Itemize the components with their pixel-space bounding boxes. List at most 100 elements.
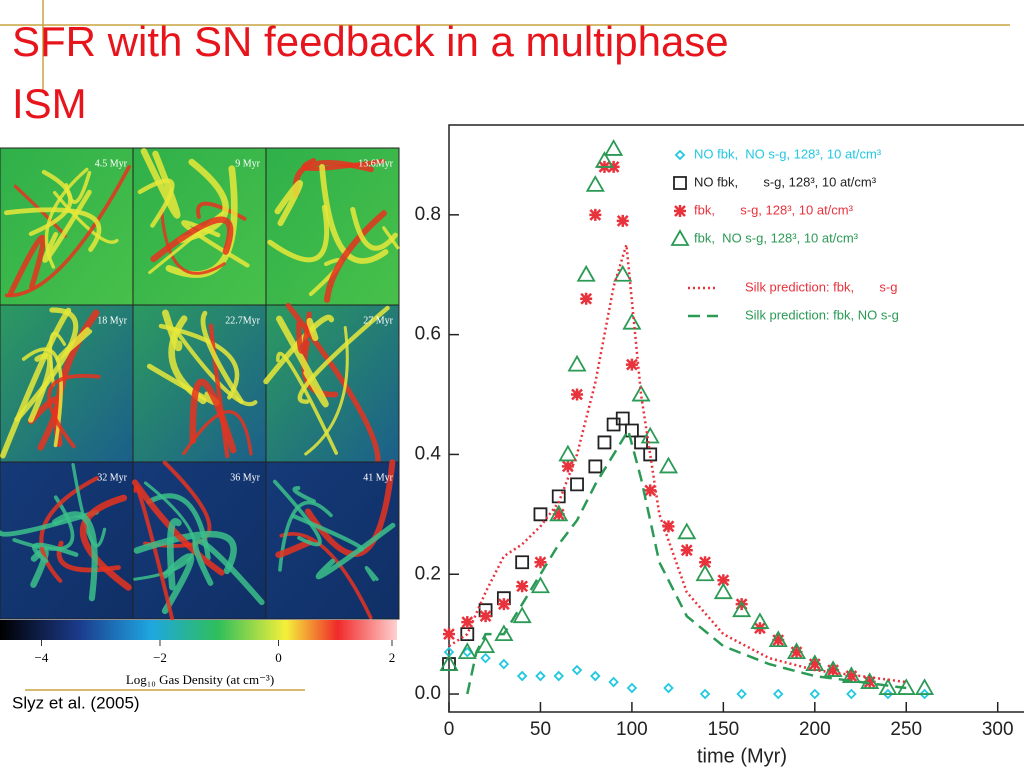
- filament: [161, 309, 183, 352]
- filament: [200, 310, 244, 404]
- y-tick-label: 0.0: [415, 683, 441, 704]
- legend-label: Silk prediction: fbk, s-g: [745, 279, 897, 294]
- data-point: [713, 582, 733, 600]
- panel-label: 13.6Myr: [358, 158, 393, 169]
- data-point: [658, 456, 679, 474]
- y-tick-label: 0.8: [415, 204, 441, 225]
- filament: [79, 494, 132, 591]
- data-point: [860, 672, 880, 689]
- x-tick-label: 0: [444, 719, 455, 740]
- data-point: [616, 214, 629, 227]
- data-point: [478, 603, 493, 618]
- filament: [32, 542, 79, 564]
- data-point: [443, 628, 455, 641]
- data-point: [606, 417, 621, 432]
- colorbar-label: Log₁₀ Gas Density (at cm⁻³): [126, 672, 274, 687]
- filament: [267, 204, 330, 263]
- legend-swatch: [674, 205, 686, 217]
- data-point: [699, 688, 711, 700]
- data-point: [677, 522, 697, 540]
- filament: [279, 532, 373, 620]
- data-point: [919, 688, 930, 700]
- filament: [292, 486, 316, 504]
- data-point: [551, 489, 566, 504]
- data-point: [561, 460, 574, 473]
- filament: [350, 206, 398, 251]
- filament: [296, 311, 312, 354]
- panel-label: 32 Myr: [97, 472, 127, 483]
- data-point: [496, 591, 511, 606]
- data-point: [479, 610, 492, 623]
- y-tick-label: 0.2: [415, 563, 441, 584]
- density-panel: [0, 461, 134, 620]
- data-point: [476, 636, 496, 654]
- legend-label: NO fbk, s-g, 128³, 10 at/cm³: [694, 174, 877, 189]
- data-point: [558, 444, 578, 462]
- data-point: [786, 642, 807, 660]
- prediction-line: [466, 427, 907, 695]
- colorbar-tick-label: −2: [153, 650, 167, 665]
- data-point: [460, 627, 475, 642]
- panel-label: 41 Myr: [363, 472, 393, 483]
- x-tick-label: 100: [616, 719, 648, 740]
- panel-label: 18 Myr: [97, 315, 127, 326]
- filament: [28, 169, 73, 237]
- data-point: [695, 564, 715, 582]
- data-point: [608, 676, 619, 688]
- filament: [133, 530, 237, 575]
- data-point: [589, 208, 602, 221]
- filament: [7, 234, 46, 297]
- data-point: [515, 555, 530, 570]
- data-point: [613, 264, 633, 282]
- filament: [275, 538, 313, 559]
- legend-label: NO fbk, NO s-g, 128³, 10 at/cm³: [694, 146, 882, 161]
- filament: [364, 565, 379, 582]
- data-point: [827, 664, 840, 677]
- filament: [47, 373, 101, 449]
- data-point: [768, 630, 788, 648]
- x-tick-label: 250: [890, 719, 922, 740]
- data-point: [790, 646, 803, 659]
- data-point: [845, 670, 858, 683]
- data-point: [644, 484, 657, 497]
- legend-label: Silk prediction: fbk, NO s-g: [745, 307, 899, 322]
- data-point: [571, 664, 583, 676]
- data-point: [604, 139, 624, 156]
- data-point: [576, 264, 596, 282]
- filament: [166, 518, 182, 591]
- data-point: [750, 612, 770, 630]
- filament: [301, 158, 386, 172]
- filament: [12, 495, 75, 551]
- filament: [208, 323, 230, 459]
- filament: [4, 165, 131, 298]
- panel-label: 36 Myr: [230, 472, 260, 483]
- filament: [21, 347, 63, 448]
- filament: [28, 353, 53, 423]
- data-point: [809, 688, 821, 700]
- filament: [150, 216, 234, 263]
- filament: [304, 459, 396, 558]
- filament: [275, 315, 329, 408]
- filament: [306, 317, 319, 342]
- filament: [51, 511, 98, 602]
- data-point: [480, 652, 491, 664]
- x-axis-label: time (Myr): [697, 745, 787, 767]
- data-point: [533, 507, 548, 522]
- prediction-line: [448, 244, 907, 684]
- data-point: [553, 670, 565, 682]
- filament: [173, 327, 258, 407]
- filament: [276, 351, 339, 455]
- data-point: [457, 642, 477, 660]
- panel-label: 9 Myr: [235, 158, 260, 169]
- data-point: [626, 682, 638, 694]
- data-point: [530, 576, 551, 594]
- filament: [274, 179, 303, 227]
- data-point: [643, 447, 658, 462]
- data-point: [663, 682, 674, 694]
- filament: [272, 479, 322, 547]
- panel-label: 27 Myr: [363, 315, 393, 326]
- data-point: [462, 646, 473, 658]
- data-point: [549, 504, 569, 522]
